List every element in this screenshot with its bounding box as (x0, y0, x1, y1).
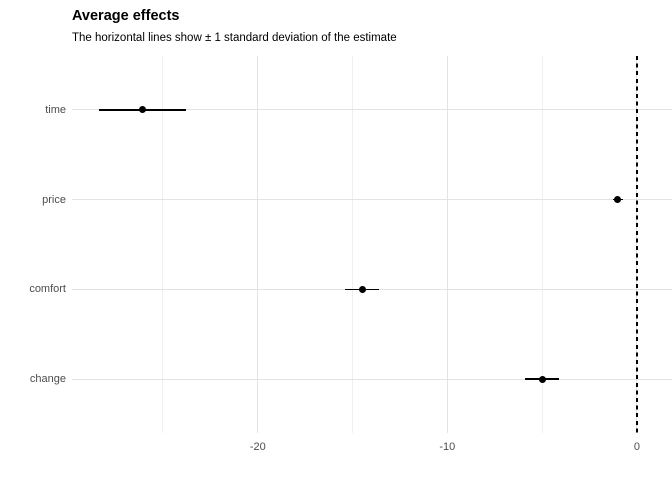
gridline-minor-vertical (352, 56, 354, 433)
zero-reference-line (636, 56, 638, 433)
data-point (358, 285, 366, 293)
gridline-minor-vertical (162, 56, 164, 433)
y-tick-label: change (29, 373, 66, 386)
data-point (138, 106, 146, 114)
y-tick-label: comfort (29, 283, 66, 296)
data-point (614, 196, 622, 204)
x-tick-label: 0 (633, 441, 640, 453)
gridline-minor-vertical (541, 56, 543, 433)
chart-subtitle: The horizontal lines show ± 1 standard d… (72, 32, 397, 44)
gridline-major-horizontal (72, 378, 672, 380)
x-tick-label: -10 (439, 441, 456, 453)
plot-panel (72, 56, 672, 433)
data-point (538, 375, 546, 383)
gridline-major-horizontal (72, 109, 672, 111)
gridline-major-horizontal (72, 199, 672, 201)
gridline-major-vertical (257, 56, 259, 433)
x-tick-label: -20 (249, 441, 266, 453)
gridline-major-vertical (446, 56, 448, 433)
y-tick-label: time (45, 103, 66, 116)
chart-title: Average effects (72, 8, 180, 24)
y-tick-label: price (42, 193, 66, 206)
